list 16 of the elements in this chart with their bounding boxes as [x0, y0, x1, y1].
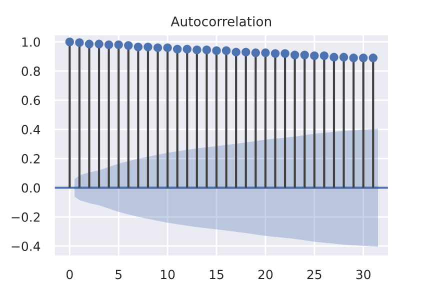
x-tick-label: 10: [160, 270, 175, 280]
y-tick-label: 0.6: [22, 96, 40, 106]
y-tick-label: 0.0: [22, 183, 40, 193]
x-tick-label: 15: [210, 270, 224, 280]
y-tick-label: 0.8: [22, 66, 40, 76]
x-tick-label: 0: [66, 270, 73, 280]
chart-title: Autocorrelation: [170, 16, 271, 26]
x-tick-label: 30: [356, 270, 370, 280]
y-tick-label: 1.0: [22, 37, 40, 47]
x-tick-label: 20: [258, 270, 273, 280]
x-tick-label: 25: [307, 270, 322, 280]
y-tick-label: −0.2: [12, 212, 40, 222]
y-tick-label: −0.4: [12, 242, 40, 252]
y-tick-label: 0.2: [22, 154, 40, 164]
y-tick-label: 0.4: [22, 124, 40, 134]
x-tick-label: 5: [116, 270, 122, 280]
